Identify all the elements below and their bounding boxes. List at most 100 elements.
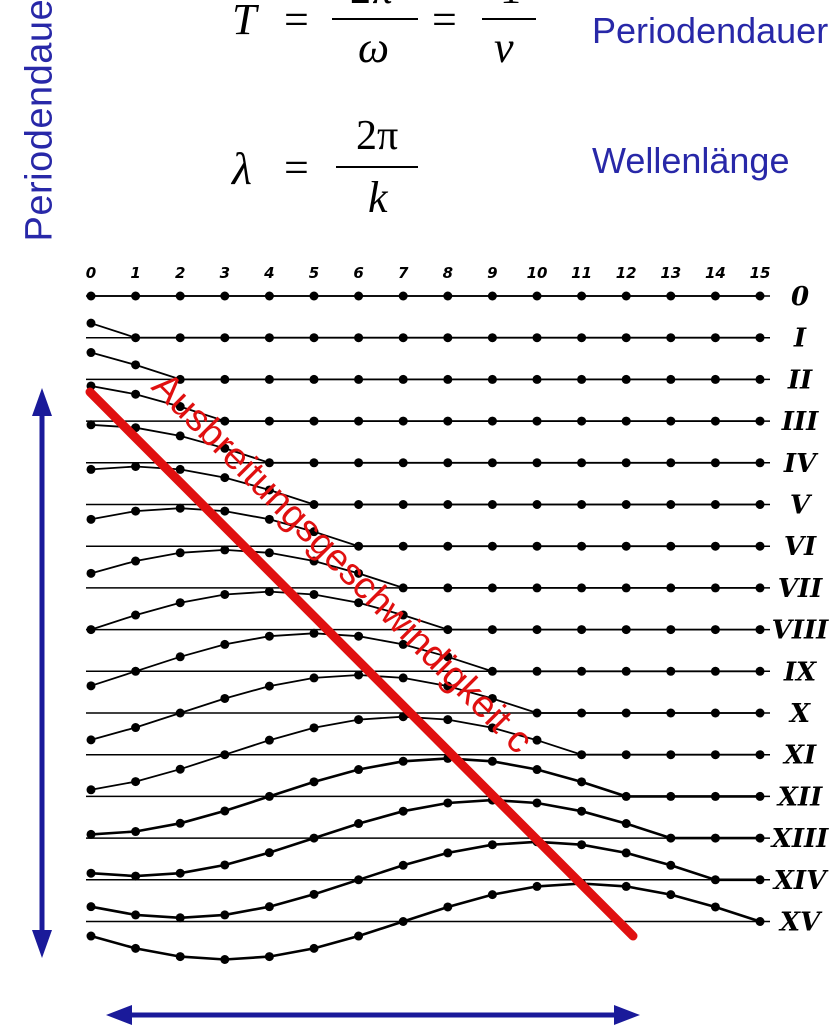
- particle-dot: [443, 333, 453, 343]
- particle-dot: [309, 500, 319, 509]
- particle-dot: [532, 881, 542, 891]
- particle-dot: [220, 955, 230, 964]
- particle-dot: [666, 416, 676, 426]
- particle-dot: [398, 806, 408, 816]
- time-step-label: VI: [784, 532, 817, 562]
- formula-period-label: Periodendauer: [592, 10, 829, 51]
- particle-dot: [220, 443, 230, 453]
- particle-dot: [577, 777, 587, 787]
- particle-dot: [487, 458, 497, 468]
- particle-dot: [264, 514, 274, 524]
- particle-dot: [398, 860, 408, 870]
- tick-label: 2: [175, 264, 185, 282]
- particle-dot: [755, 791, 765, 801]
- wave-row: [86, 381, 770, 426]
- particle-dot: [175, 374, 185, 384]
- particle-dot: [131, 556, 141, 566]
- time-step-label: X: [788, 699, 812, 729]
- particle-dot: [532, 625, 542, 635]
- particle-dot: [264, 735, 274, 745]
- particle-dot: [621, 625, 631, 635]
- particle-dot: [86, 829, 96, 839]
- particle-dot: [487, 625, 497, 635]
- particle-dot: [309, 889, 319, 899]
- tick-label: 0: [86, 264, 96, 282]
- particle-dot: [532, 798, 542, 808]
- formula-wavelength-num: 2π: [356, 113, 399, 159]
- formula-period-num2: 1: [500, 0, 521, 14]
- formula-wavelength: λ = 2π k: [232, 110, 452, 222]
- particle-dot: [532, 374, 542, 384]
- wave-curve: [90, 674, 760, 741]
- particle-dot: [755, 374, 765, 384]
- particle-dot: [131, 360, 141, 370]
- particle-dot: [220, 506, 230, 516]
- particle-dot: [755, 291, 765, 301]
- particle-dot: [354, 765, 364, 775]
- particle-dot: [264, 485, 274, 495]
- particle-dot: [755, 917, 765, 926]
- wave-snapshots: [86, 291, 770, 964]
- particle-dot: [175, 652, 185, 662]
- particle-dot: [532, 291, 542, 301]
- particle-dot: [309, 333, 319, 343]
- position-tick-labels: 0 1 2 3 4 5 6 7 8 9 10 11 12 13 14 15: [86, 264, 771, 282]
- particle-dot: [532, 708, 542, 718]
- particle-dot: [220, 693, 230, 703]
- wave-curve: [90, 632, 760, 687]
- particle-dot: [487, 333, 497, 343]
- particle-dot: [487, 583, 497, 593]
- wave-curve: [90, 385, 760, 422]
- particle-dot: [175, 464, 185, 474]
- particle-dot: [86, 931, 96, 941]
- particle-dot: [443, 902, 453, 912]
- wave-curve: [90, 715, 760, 791]
- particle-dot: [398, 583, 408, 593]
- formula-equals-2: =: [432, 0, 457, 44]
- particle-dot: [755, 333, 765, 343]
- wave-curve: [90, 322, 760, 339]
- particle-dot: [487, 723, 497, 733]
- wave-row: [86, 670, 770, 745]
- particle-dot: [354, 568, 364, 578]
- particle-dot: [755, 416, 765, 426]
- particle-dot: [443, 458, 453, 468]
- particle-dot: [710, 666, 720, 676]
- particle-dot: [532, 735, 542, 745]
- particle-dot: [577, 666, 587, 676]
- particle-dot: [621, 541, 631, 551]
- wave-row: [86, 503, 770, 551]
- particle-dot: [354, 931, 364, 941]
- particle-dot: [398, 291, 408, 301]
- particle-dot: [175, 764, 185, 774]
- particle-dot: [309, 943, 319, 953]
- formula-equals-1: =: [284, 0, 309, 44]
- particle-dot: [755, 541, 765, 551]
- wave-row: [86, 628, 770, 691]
- particle-dot: [131, 777, 141, 787]
- wave-curve: [90, 798, 760, 878]
- particle-dot: [710, 333, 720, 343]
- particle-dot: [487, 416, 497, 426]
- particle-dot: [86, 348, 96, 358]
- period-arrow: [32, 388, 52, 958]
- particle-dot: [487, 840, 497, 850]
- particle-dot: [86, 735, 96, 745]
- wave-row: [86, 837, 770, 923]
- particle-dot: [443, 681, 453, 691]
- time-step-label: I: [793, 324, 807, 354]
- particle-dot: [666, 458, 676, 468]
- particle-dot: [666, 333, 676, 343]
- tick-label: 9: [487, 264, 497, 282]
- particle-dot: [487, 693, 497, 703]
- particle-dot: [443, 583, 453, 593]
- particle-dot: [487, 291, 497, 301]
- particle-dot: [264, 374, 274, 384]
- particle-dot: [309, 628, 319, 638]
- particle-dot: [621, 819, 631, 829]
- particle-dot: [86, 681, 96, 691]
- particle-dot: [264, 791, 274, 801]
- wave-row: [86, 462, 770, 509]
- particle-dot: [309, 723, 319, 733]
